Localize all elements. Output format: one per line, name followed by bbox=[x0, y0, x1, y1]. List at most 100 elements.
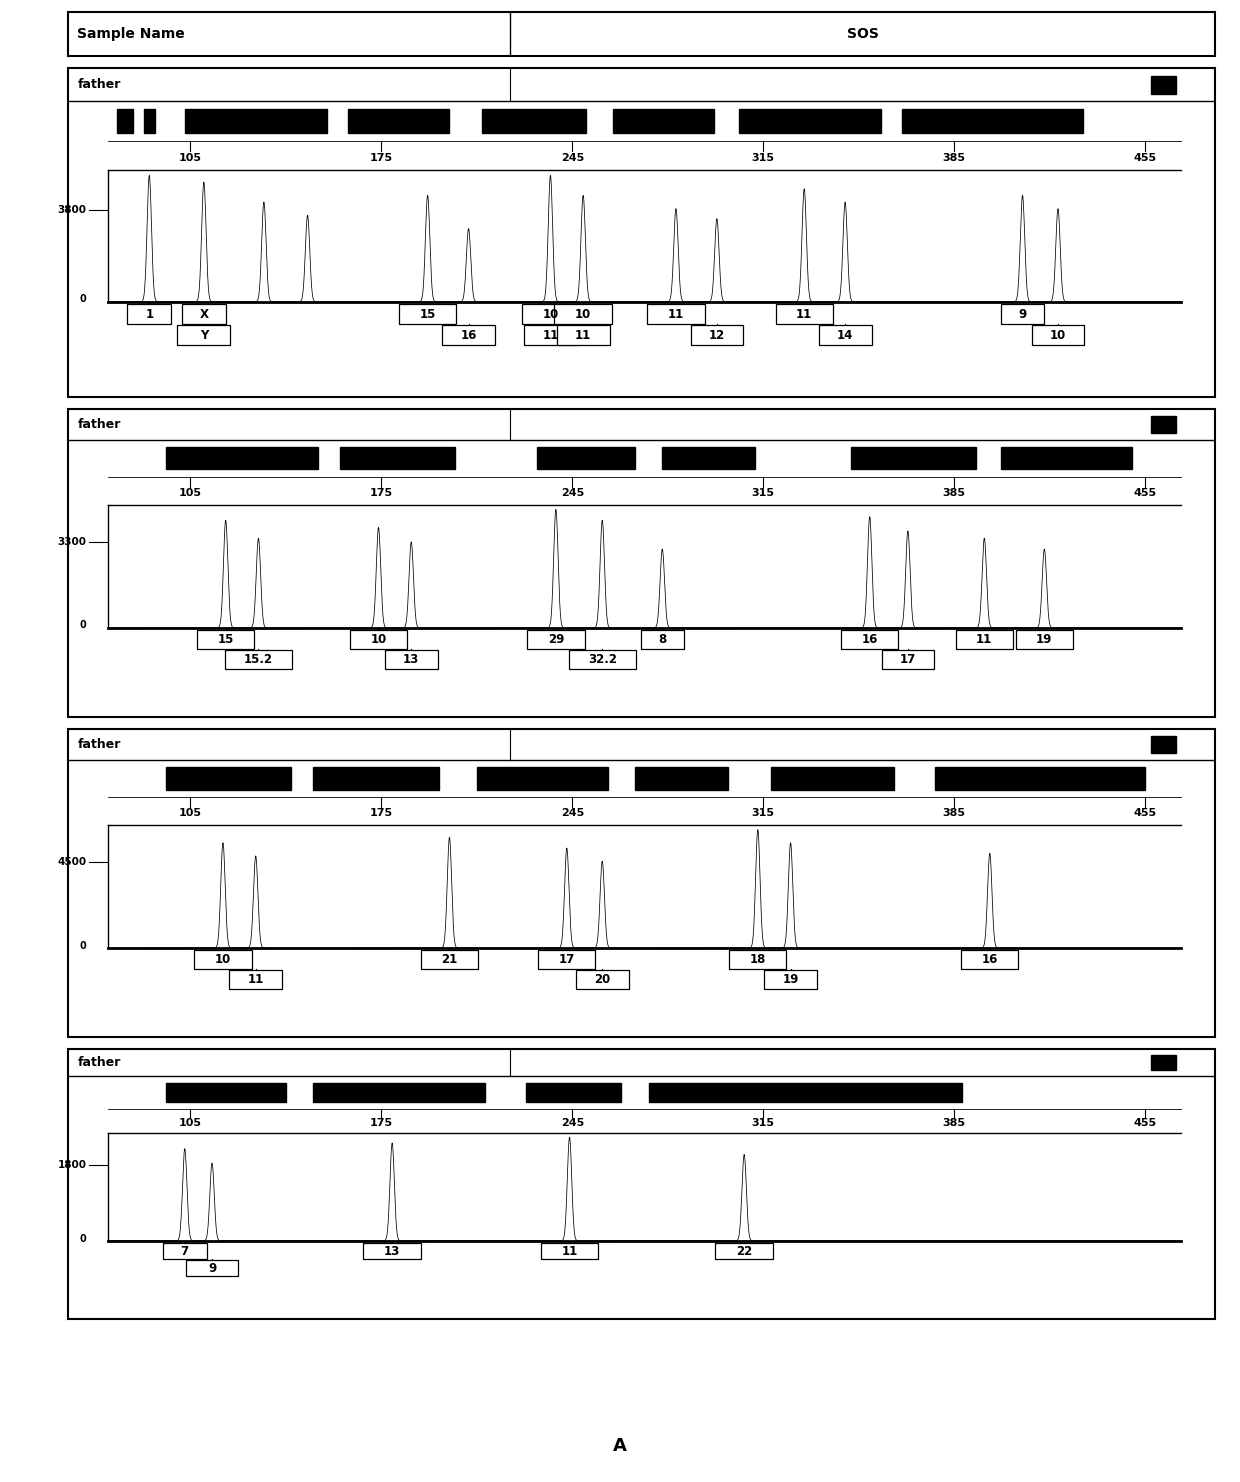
Bar bbox=[1151, 416, 1177, 433]
Text: 245: 245 bbox=[560, 153, 584, 163]
Bar bbox=[575, 971, 629, 988]
Text: 11: 11 bbox=[668, 308, 684, 320]
Text: 11: 11 bbox=[796, 308, 812, 320]
Text: 315: 315 bbox=[751, 808, 775, 818]
Text: 21: 21 bbox=[441, 953, 458, 966]
Text: 16: 16 bbox=[982, 953, 998, 966]
Text: 17: 17 bbox=[559, 953, 575, 966]
Text: 20: 20 bbox=[594, 974, 610, 986]
Bar bbox=[935, 768, 1146, 790]
Bar bbox=[128, 304, 171, 325]
Text: 7: 7 bbox=[181, 1245, 188, 1258]
Text: 0: 0 bbox=[79, 941, 87, 950]
Bar bbox=[144, 110, 155, 133]
Text: father: father bbox=[77, 738, 120, 751]
Bar bbox=[1032, 326, 1084, 345]
Bar bbox=[841, 630, 898, 649]
Bar bbox=[522, 304, 579, 325]
Text: Y: Y bbox=[200, 329, 208, 342]
Bar bbox=[1001, 448, 1132, 470]
Bar bbox=[641, 630, 684, 649]
Bar bbox=[197, 630, 254, 649]
Text: father: father bbox=[77, 79, 120, 90]
Bar bbox=[635, 768, 728, 790]
Text: 32.2: 32.2 bbox=[588, 654, 616, 665]
Text: 15.2: 15.2 bbox=[244, 654, 273, 665]
Text: 315: 315 bbox=[751, 153, 775, 163]
Text: 12: 12 bbox=[709, 329, 725, 342]
Bar bbox=[482, 110, 585, 133]
Bar bbox=[647, 304, 704, 325]
Bar bbox=[527, 630, 584, 649]
Bar bbox=[186, 1260, 238, 1276]
Text: 455: 455 bbox=[1133, 808, 1157, 818]
Text: 10: 10 bbox=[542, 308, 558, 320]
Text: 455: 455 bbox=[1133, 153, 1157, 163]
Bar bbox=[1151, 76, 1177, 93]
Text: 29: 29 bbox=[548, 633, 564, 646]
Bar bbox=[851, 448, 976, 470]
Text: 10: 10 bbox=[575, 308, 591, 320]
Bar bbox=[691, 326, 743, 345]
Text: 0: 0 bbox=[79, 621, 87, 630]
Bar bbox=[399, 304, 456, 325]
Bar bbox=[185, 110, 326, 133]
Text: 245: 245 bbox=[560, 488, 584, 498]
Text: 11: 11 bbox=[575, 329, 591, 342]
Text: 175: 175 bbox=[370, 488, 393, 498]
Text: X: X bbox=[200, 308, 208, 320]
Bar bbox=[729, 950, 786, 969]
Text: 14: 14 bbox=[837, 329, 853, 342]
Text: 19: 19 bbox=[782, 974, 799, 986]
Text: 175: 175 bbox=[370, 1119, 393, 1128]
Text: 11: 11 bbox=[542, 329, 558, 342]
Bar bbox=[384, 651, 438, 668]
Text: 4500: 4500 bbox=[57, 857, 87, 867]
Bar bbox=[715, 1243, 773, 1260]
Text: Sample Name: Sample Name bbox=[77, 27, 185, 41]
Text: 1: 1 bbox=[145, 308, 154, 320]
Text: father: father bbox=[77, 1057, 120, 1069]
Text: 175: 175 bbox=[370, 808, 393, 818]
Text: 175: 175 bbox=[370, 153, 393, 163]
Bar bbox=[614, 110, 714, 133]
Text: 385: 385 bbox=[942, 1119, 966, 1128]
Bar bbox=[554, 304, 611, 325]
Bar bbox=[525, 326, 577, 345]
Bar bbox=[443, 326, 495, 345]
Bar bbox=[882, 651, 934, 668]
Text: 385: 385 bbox=[942, 153, 966, 163]
Bar bbox=[1151, 737, 1177, 753]
Text: 9: 9 bbox=[208, 1261, 216, 1275]
Bar bbox=[476, 768, 608, 790]
Text: 0: 0 bbox=[79, 293, 87, 304]
Bar bbox=[771, 768, 894, 790]
Bar bbox=[182, 304, 226, 325]
Text: 385: 385 bbox=[942, 488, 966, 498]
Text: 385: 385 bbox=[942, 808, 966, 818]
Bar bbox=[775, 304, 833, 325]
Text: 3800: 3800 bbox=[57, 205, 87, 215]
Bar bbox=[662, 448, 755, 470]
Text: 17: 17 bbox=[900, 654, 916, 665]
Bar bbox=[649, 1083, 962, 1103]
Bar bbox=[177, 326, 231, 345]
Bar bbox=[226, 651, 291, 668]
Text: 9: 9 bbox=[1018, 308, 1027, 320]
Bar bbox=[350, 630, 407, 649]
Bar bbox=[739, 110, 880, 133]
Text: 315: 315 bbox=[751, 488, 775, 498]
Text: 11: 11 bbox=[976, 633, 992, 646]
Text: 3300: 3300 bbox=[57, 536, 87, 547]
Text: 245: 245 bbox=[560, 1119, 584, 1128]
Text: 0: 0 bbox=[79, 1233, 87, 1243]
Bar bbox=[569, 651, 636, 668]
Bar bbox=[117, 110, 133, 133]
Text: 22: 22 bbox=[737, 1245, 753, 1258]
Bar bbox=[312, 768, 439, 790]
Bar bbox=[348, 110, 449, 133]
Bar bbox=[818, 326, 872, 345]
Text: 13: 13 bbox=[384, 1245, 401, 1258]
Bar bbox=[340, 448, 455, 470]
Text: 105: 105 bbox=[179, 1119, 202, 1128]
